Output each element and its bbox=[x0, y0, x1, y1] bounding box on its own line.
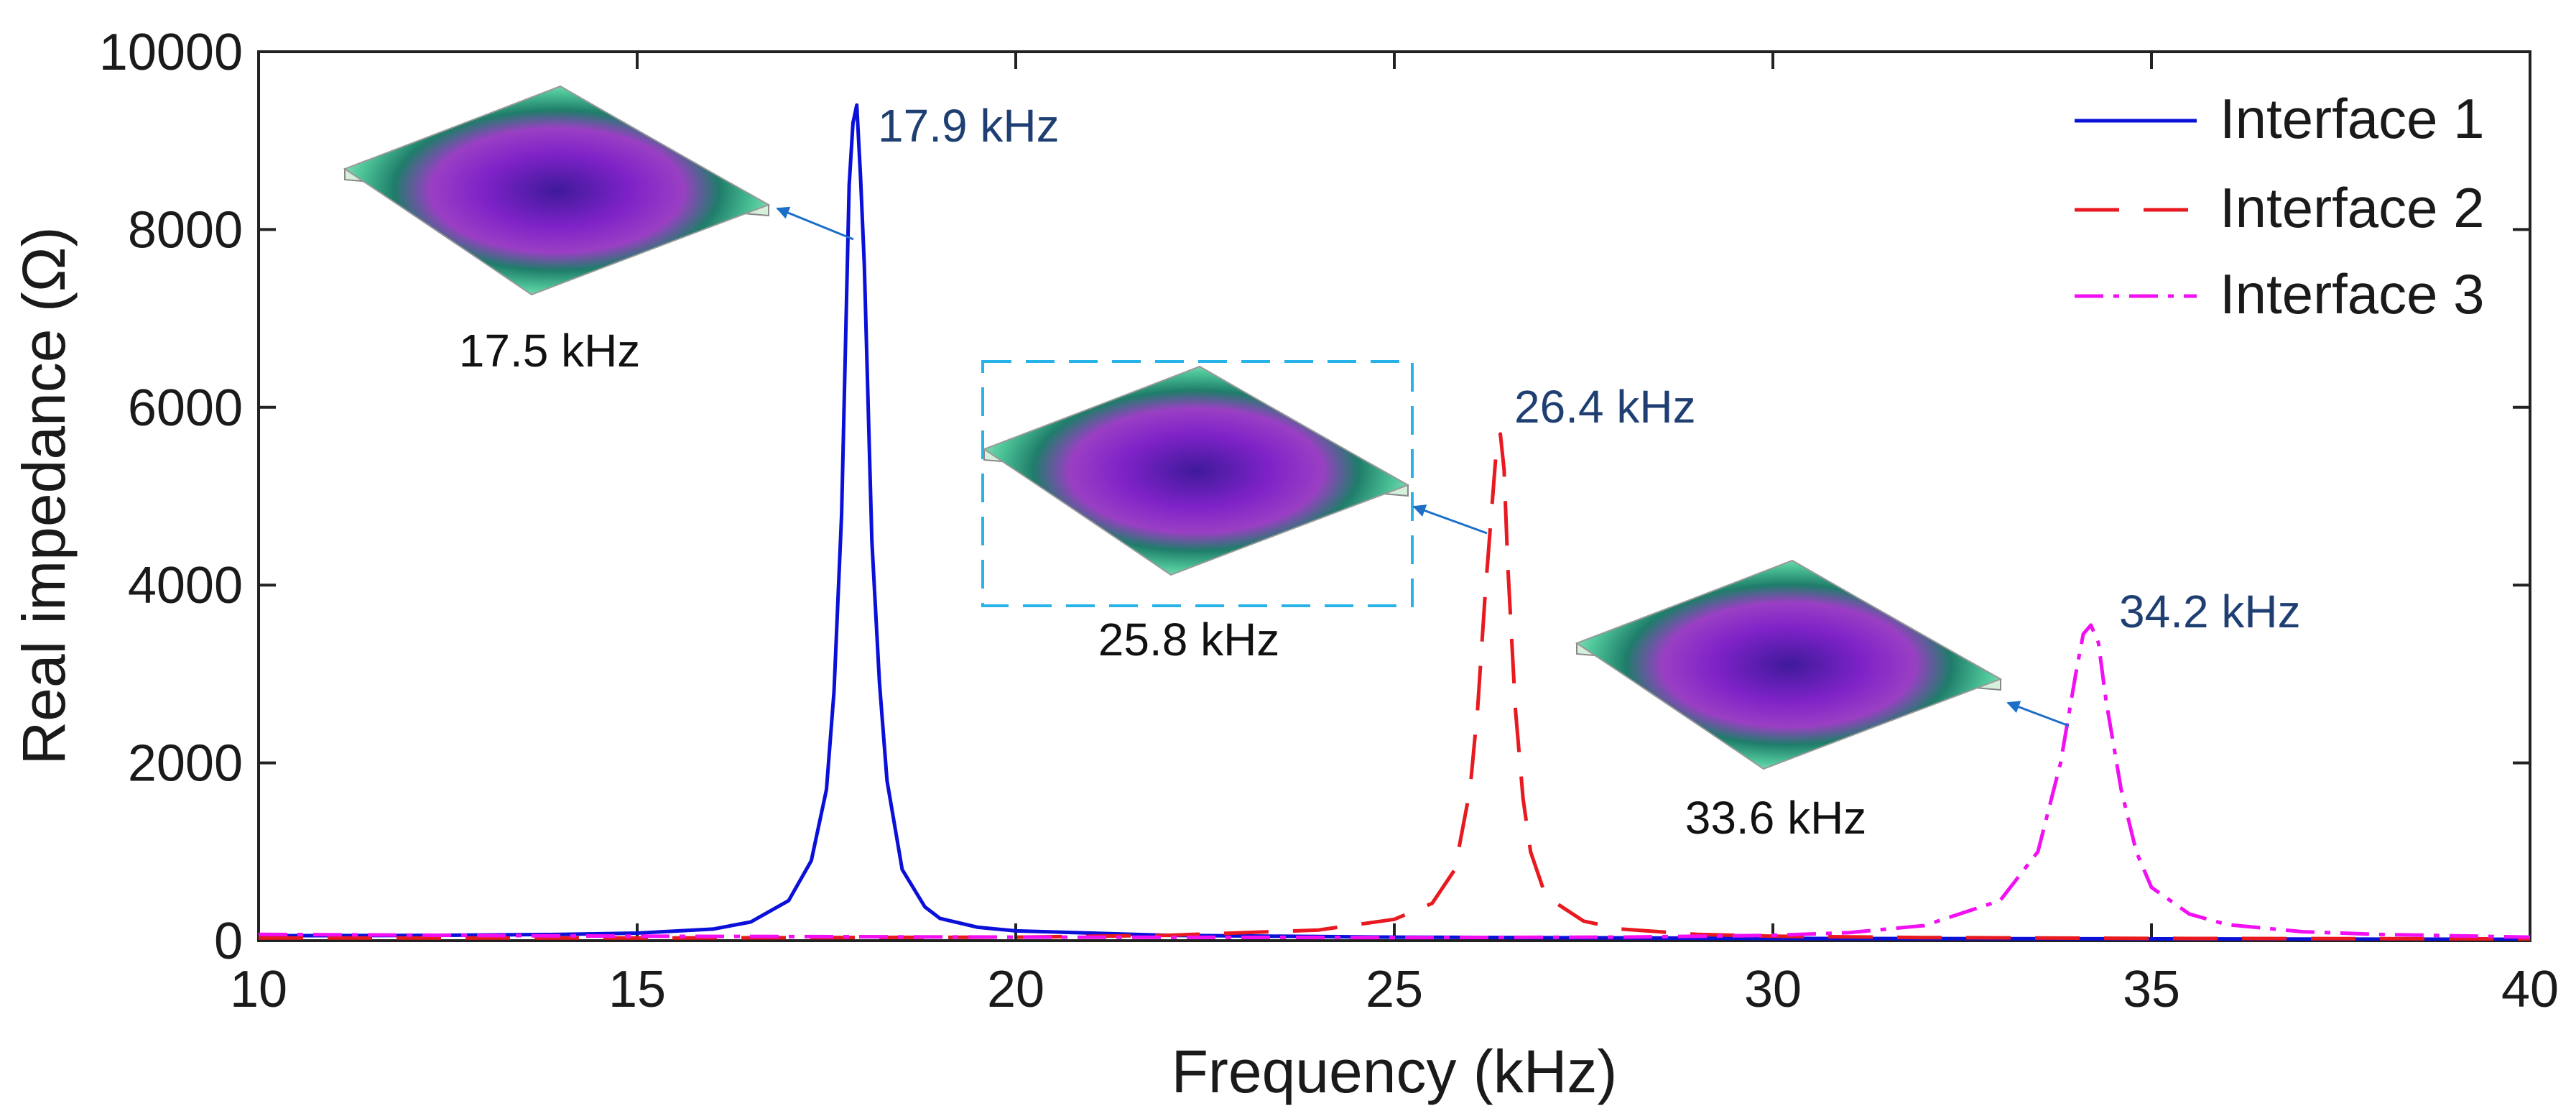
x-tick-label: 25 bbox=[1366, 961, 1423, 1018]
mode-label-1: 17.5 kHz bbox=[459, 325, 641, 377]
y-tick-label: 4000 bbox=[128, 557, 243, 614]
y-tick-label: 8000 bbox=[128, 201, 243, 259]
plate-top bbox=[982, 365, 1410, 576]
mode-label-2: 25.8 kHz bbox=[1098, 614, 1280, 665]
y-tick-label: 10000 bbox=[99, 24, 243, 81]
x-tick-label: 15 bbox=[608, 961, 666, 1018]
legend-label-1: Interface 1 bbox=[2220, 87, 2485, 150]
arrow-1 bbox=[776, 206, 854, 241]
peak-label-3: 34.2 kHz bbox=[2119, 586, 2301, 637]
mode-shape-3 bbox=[1575, 559, 2003, 770]
series-line-1 bbox=[259, 103, 2530, 941]
mode-shape-insets bbox=[343, 85, 2003, 770]
tick-labels: 10 15 20 25 30 35 40 0 2000 4000 6000 8000 10000 bbox=[99, 24, 2559, 1018]
legend-label-3: Interface 3 bbox=[2220, 262, 2485, 326]
legend-label-2: Interface 2 bbox=[2220, 176, 2485, 239]
peak-label-1: 17.9 kHz bbox=[878, 100, 1060, 152]
x-tick-label: 30 bbox=[1744, 961, 1802, 1018]
x-tick-label: 40 bbox=[2501, 961, 2559, 1018]
x-tick-label: 10 bbox=[230, 961, 287, 1018]
y-axis-title: Real impedance (Ω) bbox=[10, 226, 78, 765]
x-tick-label: 20 bbox=[987, 961, 1044, 1018]
x-axis-title: Frequency (kHz) bbox=[1172, 1038, 1618, 1105]
plate-top bbox=[343, 85, 771, 296]
legend: Interface 1 Interface 2 Interface 3 bbox=[2075, 87, 2485, 326]
series-lines bbox=[259, 103, 2530, 941]
dashed-highlight-box bbox=[981, 360, 1414, 607]
series-line-2 bbox=[259, 432, 2530, 941]
series-line-3 bbox=[259, 623, 2530, 940]
plate-top bbox=[1575, 559, 2003, 770]
y-tick-label: 2000 bbox=[128, 735, 243, 793]
mode-label-3: 33.6 kHz bbox=[1685, 792, 1867, 844]
mode-shape-1 bbox=[343, 85, 771, 296]
arrow-2 bbox=[1412, 504, 1488, 535]
y-tick-label: 6000 bbox=[128, 379, 243, 437]
y-tick-label: 0 bbox=[214, 913, 243, 970]
x-tick-label: 35 bbox=[2123, 961, 2180, 1018]
mode-shape-2 bbox=[982, 365, 1410, 576]
annotation-arrows bbox=[776, 206, 2070, 727]
peak-label-2: 26.4 kHz bbox=[1514, 381, 1696, 433]
arrow-3 bbox=[2006, 701, 2070, 727]
